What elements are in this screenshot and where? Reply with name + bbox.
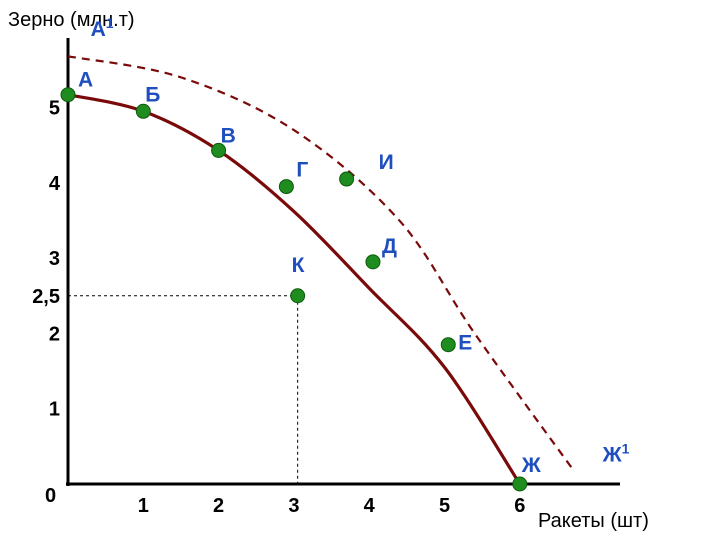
point-label-В: В <box>221 124 236 147</box>
x-axis-title: Ракеты (шт) <box>538 510 649 532</box>
point-Ж <box>512 476 528 492</box>
point-label-К: К <box>292 254 305 277</box>
point-label-Г: Г <box>296 159 308 182</box>
y-tick-label-2: 2 <box>49 323 60 345</box>
point-label-Е: Е <box>458 332 472 355</box>
y-tick-label-5: 5 <box>49 98 60 120</box>
origin-label: 0 <box>45 485 56 507</box>
y-axis-title: Зерно (млн.т) <box>8 9 135 31</box>
point-Б <box>135 103 151 119</box>
point-Д <box>365 254 381 270</box>
y-tick-label-1: 1 <box>49 399 60 421</box>
point-label-А: А <box>78 69 93 92</box>
point-И <box>339 171 355 187</box>
point-Г <box>278 179 294 195</box>
y-tick-label-3: 3 <box>49 248 60 270</box>
point-В <box>211 142 227 158</box>
y-tick-label-2-5: 2,5 <box>32 286 60 308</box>
point-label-И: И <box>379 151 394 174</box>
label-А1: А1 <box>91 15 114 41</box>
point-А <box>60 87 76 103</box>
point-label-Б: Б <box>145 83 160 106</box>
x-tick-label-2: 2 <box>213 495 224 517</box>
label-Ж1: Ж1 <box>602 440 630 466</box>
point-label-Ж: Ж <box>521 454 542 477</box>
x-tick-label-6: 6 <box>514 495 525 517</box>
point-К <box>290 288 306 304</box>
x-tick-label-4: 4 <box>364 495 376 517</box>
x-tick-label-5: 5 <box>439 495 450 517</box>
y-tick-label-4: 4 <box>49 173 61 195</box>
point-Е <box>440 337 456 353</box>
label-superscript: 1 <box>622 440 630 456</box>
x-tick-label-1: 1 <box>138 495 149 517</box>
x-tick-label-3: 3 <box>288 495 299 517</box>
point-label-Д: Д <box>382 235 397 258</box>
label-superscript: 1 <box>106 15 114 31</box>
